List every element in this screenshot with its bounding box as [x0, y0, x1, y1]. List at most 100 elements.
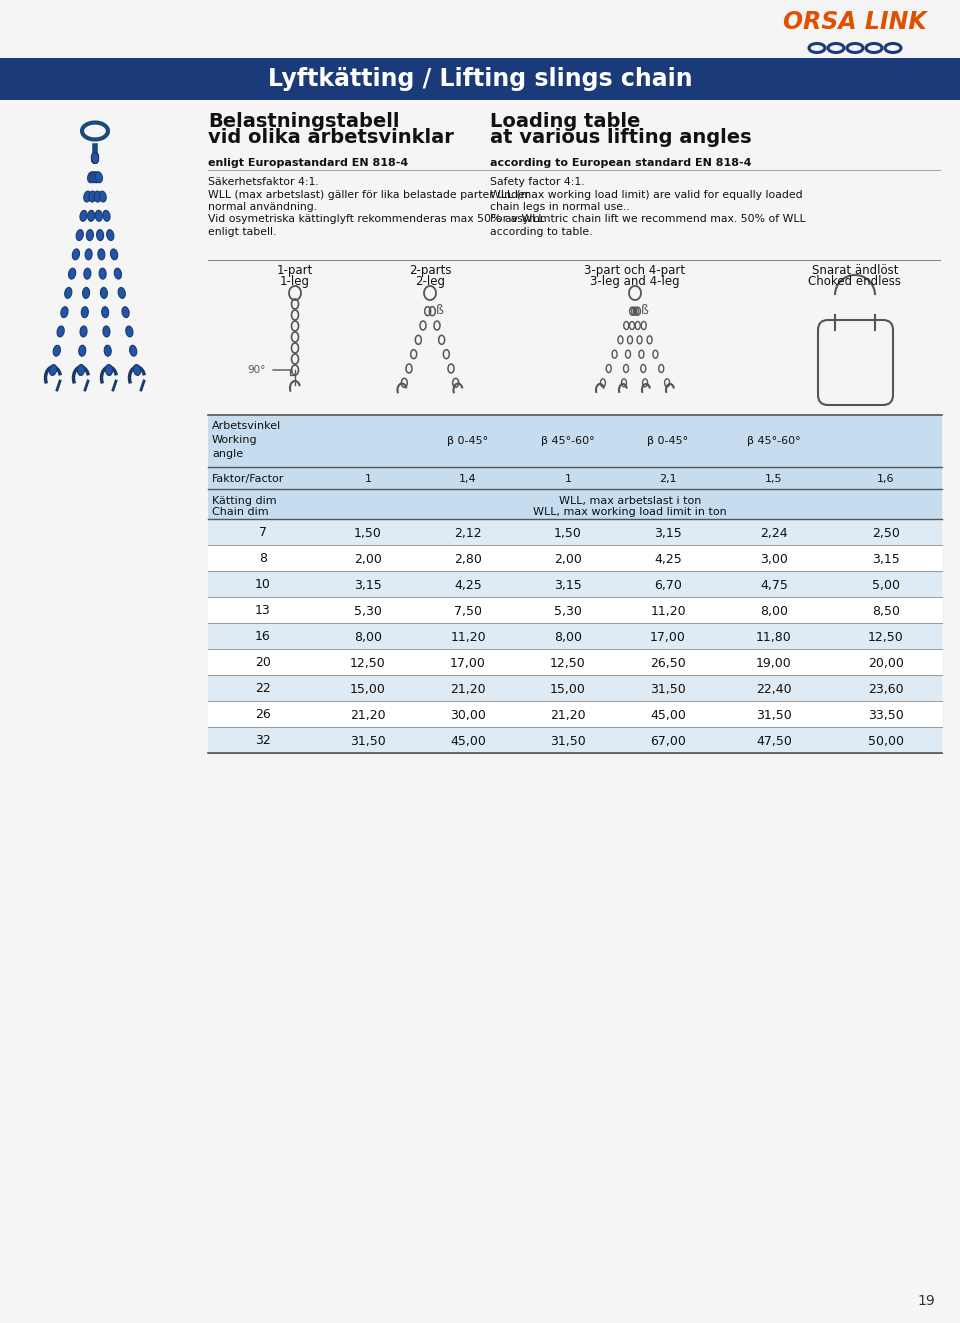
- Ellipse shape: [91, 152, 99, 164]
- Text: Faktor/Factor: Faktor/Factor: [212, 474, 284, 484]
- Ellipse shape: [98, 249, 105, 259]
- Text: Chain dim: Chain dim: [212, 507, 269, 517]
- Bar: [208, 545, 942, 572]
- Text: Working: Working: [212, 435, 257, 445]
- Text: 1: 1: [365, 474, 372, 484]
- Text: 2,24: 2,24: [760, 527, 788, 540]
- Ellipse shape: [64, 287, 72, 299]
- Text: 3,00: 3,00: [760, 553, 788, 565]
- Text: WLL (max working load limit) are valid for equally loaded: WLL (max working load limit) are valid f…: [490, 189, 803, 200]
- Text: 8,50: 8,50: [872, 605, 900, 618]
- Ellipse shape: [122, 307, 130, 318]
- Text: according to table.: according to table.: [490, 228, 592, 237]
- Ellipse shape: [87, 210, 95, 221]
- Text: 3-leg and 4-leg: 3-leg and 4-leg: [590, 275, 680, 288]
- Ellipse shape: [95, 210, 103, 221]
- Text: 12,50: 12,50: [350, 656, 386, 669]
- Text: 47,50: 47,50: [756, 734, 792, 747]
- Ellipse shape: [101, 287, 108, 299]
- Text: chain legs in normal use..: chain legs in normal use..: [490, 202, 630, 212]
- Ellipse shape: [80, 210, 87, 221]
- Ellipse shape: [78, 365, 84, 376]
- Ellipse shape: [103, 325, 110, 337]
- Text: 45,00: 45,00: [450, 734, 486, 747]
- Text: 31,50: 31,50: [550, 734, 586, 747]
- Ellipse shape: [114, 269, 122, 279]
- Text: WLL, max working load limit in ton: WLL, max working load limit in ton: [533, 507, 727, 517]
- Text: 1-leg: 1-leg: [280, 275, 310, 288]
- Text: 11,80: 11,80: [756, 631, 792, 643]
- Text: 8,00: 8,00: [354, 631, 382, 643]
- Text: WLL (max arbetslast) gäller för lika belastade parter under: WLL (max arbetslast) gäller för lika bel…: [208, 189, 529, 200]
- Text: 1: 1: [564, 474, 571, 484]
- Ellipse shape: [86, 230, 93, 241]
- Text: 30,00: 30,00: [450, 709, 486, 721]
- Text: at various lifting angles: at various lifting angles: [490, 128, 752, 147]
- Text: Arbetsvinkel: Arbetsvinkel: [212, 421, 281, 431]
- Text: 5,30: 5,30: [354, 605, 382, 618]
- Text: 8,00: 8,00: [760, 605, 788, 618]
- Text: 8,00: 8,00: [554, 631, 582, 643]
- Bar: [208, 623, 942, 650]
- Text: 15,00: 15,00: [350, 683, 386, 696]
- Text: angle: angle: [212, 448, 243, 459]
- Ellipse shape: [105, 345, 111, 356]
- Text: 3,15: 3,15: [354, 578, 382, 591]
- Text: 21,20: 21,20: [350, 709, 386, 721]
- Text: 3,15: 3,15: [654, 527, 682, 540]
- Text: 2,12: 2,12: [454, 527, 482, 540]
- Text: 4,25: 4,25: [454, 578, 482, 591]
- Text: 90°: 90°: [248, 365, 266, 374]
- Ellipse shape: [110, 249, 118, 259]
- Text: 10: 10: [255, 578, 271, 591]
- Ellipse shape: [103, 210, 110, 221]
- Text: 3,15: 3,15: [872, 553, 900, 565]
- Text: normal användning.: normal användning.: [208, 202, 317, 212]
- Text: Safety factor 4:1.: Safety factor 4:1.: [490, 177, 585, 187]
- Ellipse shape: [89, 191, 96, 202]
- Ellipse shape: [126, 325, 132, 337]
- Text: 21,20: 21,20: [550, 709, 586, 721]
- Text: 22: 22: [255, 683, 271, 696]
- Text: 3,15: 3,15: [554, 578, 582, 591]
- Text: 21,20: 21,20: [450, 683, 486, 696]
- Ellipse shape: [95, 172, 103, 183]
- Ellipse shape: [106, 365, 112, 376]
- Bar: [208, 650, 942, 675]
- Ellipse shape: [82, 307, 88, 318]
- Ellipse shape: [118, 287, 126, 299]
- Ellipse shape: [72, 249, 80, 259]
- Bar: [208, 597, 942, 623]
- Ellipse shape: [94, 191, 101, 202]
- Ellipse shape: [49, 365, 57, 376]
- Text: 2,1: 2,1: [660, 474, 677, 484]
- Ellipse shape: [107, 230, 114, 241]
- Bar: [0, 58, 960, 101]
- Text: 22,40: 22,40: [756, 683, 792, 696]
- Bar: [208, 701, 942, 728]
- Text: 32: 32: [255, 734, 271, 747]
- Text: enligt tabell.: enligt tabell.: [208, 228, 276, 237]
- Text: 1-part: 1-part: [276, 265, 313, 277]
- Text: 11,20: 11,20: [650, 605, 685, 618]
- Text: 33,50: 33,50: [868, 709, 904, 721]
- Text: vid olika arbetsvinklar: vid olika arbetsvinklar: [208, 128, 454, 147]
- Text: 4,25: 4,25: [654, 553, 682, 565]
- Ellipse shape: [93, 172, 100, 183]
- Text: ß: ß: [641, 304, 649, 318]
- Bar: [208, 675, 942, 701]
- Text: 2,50: 2,50: [872, 527, 900, 540]
- Text: Lyftkätting / Lifting slings chain: Lyftkätting / Lifting slings chain: [268, 67, 692, 91]
- Text: β 0-45°: β 0-45°: [647, 437, 688, 446]
- Text: 13: 13: [255, 605, 271, 618]
- Ellipse shape: [90, 172, 97, 183]
- Text: Säkerhetsfaktor 4:1.: Säkerhetsfaktor 4:1.: [208, 177, 319, 187]
- Text: 2-leg: 2-leg: [415, 275, 445, 288]
- Text: enligt Europastandard EN 818-4: enligt Europastandard EN 818-4: [208, 157, 408, 168]
- Text: 2-parts: 2-parts: [409, 265, 451, 277]
- Ellipse shape: [84, 269, 91, 279]
- Ellipse shape: [79, 345, 85, 356]
- Text: 20,00: 20,00: [868, 656, 904, 669]
- Text: 45,00: 45,00: [650, 709, 686, 721]
- Text: 12,50: 12,50: [868, 631, 904, 643]
